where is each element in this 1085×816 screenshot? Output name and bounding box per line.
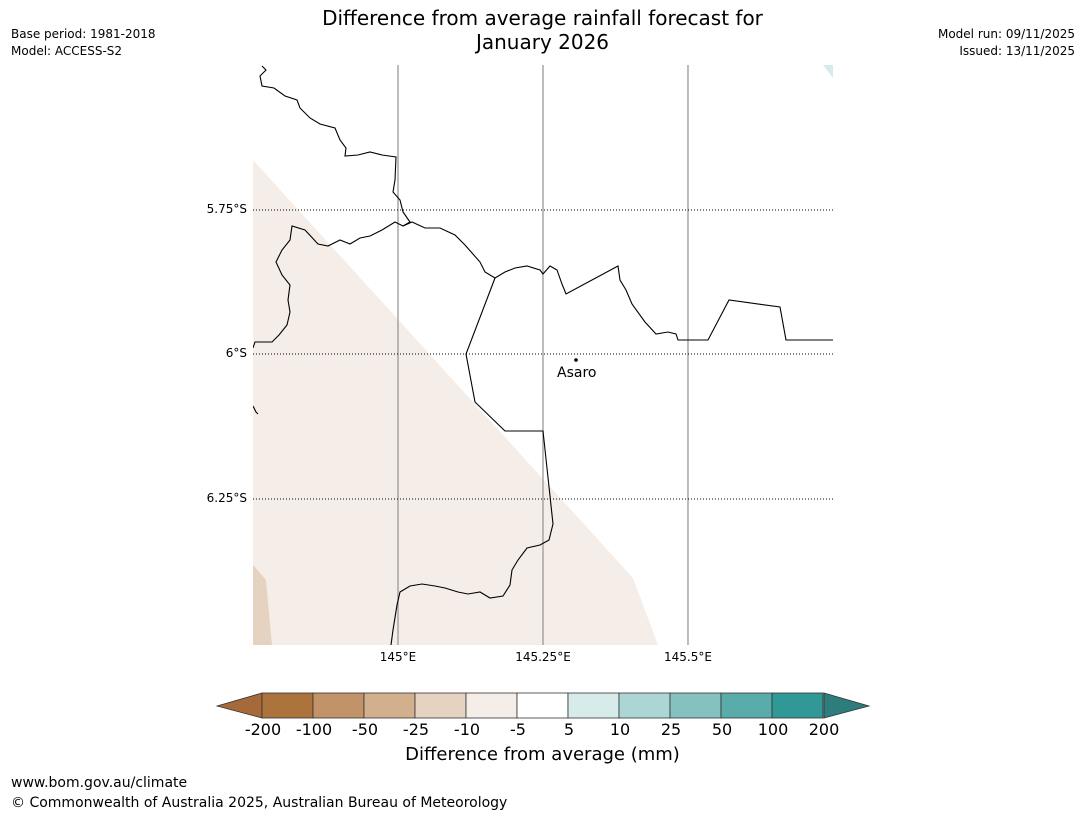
colorbar-label: Difference from average (mm)	[405, 744, 680, 765]
asaro-marker	[574, 358, 578, 362]
colorbar-tick: 50	[711, 720, 733, 739]
lon-label-145-5e: 145.5°E	[664, 650, 712, 664]
colorbar-tick: 200	[808, 720, 840, 739]
boundary-central	[402, 221, 833, 341]
colorbar-segment	[465, 692, 518, 719]
colorbar-tick: -5	[510, 720, 526, 739]
colorbar-tick: -100	[295, 720, 333, 739]
lat-label-6-25s: 6.25°S	[206, 491, 247, 505]
lon-label-145-25e: 145.25°E	[515, 650, 571, 664]
colorbar-tick: -10	[453, 720, 481, 739]
lat-label-6s: 6°S	[225, 346, 247, 360]
lat-label-5-75s: 5.75°S	[206, 202, 247, 216]
rain-deficit-shading-mid	[253, 565, 272, 645]
colorbar-tick: 100	[757, 720, 789, 739]
meta-left: Base period: 1981-2018 Model: ACCESS-S2	[11, 26, 156, 60]
boundary-south	[390, 277, 554, 645]
model-run-text: Model run: 09/11/2025	[937, 27, 1075, 41]
colorbar-extend-left	[215, 692, 263, 719]
colorbar-segment	[567, 692, 620, 719]
colorbar-segment	[261, 692, 314, 719]
colorbar-tick: -25	[402, 720, 430, 739]
model-text: Model: ACCESS-S2	[11, 44, 123, 58]
colorbar-segment	[618, 692, 671, 719]
map-title: Difference from average rainfall forecas…	[0, 6, 1085, 54]
map-title-line2: January 2026	[475, 30, 610, 54]
colorbar-tick: -50	[351, 720, 379, 739]
footer-url: www.bom.gov.au/climate	[11, 775, 188, 791]
colorbar-segment	[363, 692, 416, 719]
footer-copyright: © Commonwealth of Australia 2025, Austra…	[11, 795, 508, 811]
colorbar-tick: 25	[660, 720, 682, 739]
colorbar	[215, 692, 871, 719]
colorbar-tick: 5	[563, 720, 575, 739]
map-title-line1: Difference from average rainfall forecas…	[322, 6, 763, 30]
place-label-asaro: Asaro	[557, 365, 597, 381]
colorbar-segment	[720, 692, 773, 719]
colorbar-segment	[516, 692, 569, 719]
colorbar-segment	[771, 692, 824, 719]
colorbar-segment	[669, 692, 722, 719]
colorbar-extend-right	[823, 692, 871, 719]
colorbar-tick: 10	[609, 720, 631, 739]
meta-right: Model run: 09/11/2025 Issued: 13/11/2025	[938, 26, 1075, 60]
colorbar-segment	[414, 692, 467, 719]
rain-surplus-shading	[823, 65, 833, 78]
province-boundaries	[253, 65, 833, 645]
colorbar-tick: -200	[244, 720, 282, 739]
issued-text: Issued: 13/11/2025	[959, 44, 1075, 58]
base-period-text: Base period: 1981-2018	[11, 27, 156, 41]
boundary-fragment	[253, 405, 259, 415]
rain-deficit-shading-light	[253, 160, 658, 645]
lon-label-145e: 145°E	[379, 650, 417, 664]
colorbar-segment	[312, 692, 365, 719]
